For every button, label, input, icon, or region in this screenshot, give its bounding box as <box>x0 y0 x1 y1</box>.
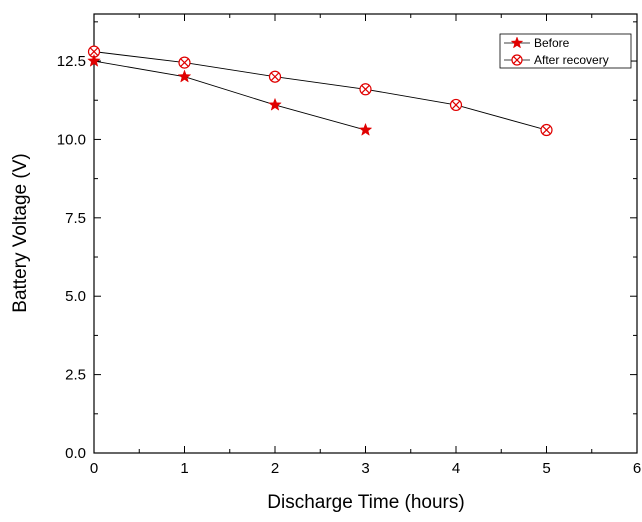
data-point-before <box>358 122 373 136</box>
axis-ticks: 0 1 2 3 4 5 6 0.0 2.5 5.0 7.5 10.0 12.5 <box>57 14 641 477</box>
y-tick-label: 7.5 <box>65 210 86 227</box>
y-tick-label: 0.0 <box>65 445 86 462</box>
legend-marker-before <box>510 36 524 49</box>
data-point-after-recovery <box>268 70 282 83</box>
x-tick-label: 0 <box>90 460 98 477</box>
series-lines <box>93 51 547 131</box>
data-point-after-recovery <box>359 83 372 96</box>
legend-circle-x-marker <box>511 54 523 66</box>
x-tick-label: 2 <box>271 460 279 477</box>
y-tick-label: 10.0 <box>57 131 86 148</box>
series-line-0 <box>93 60 366 131</box>
legend-label-before: Before <box>534 36 570 50</box>
data-point-after-recovery <box>178 56 191 69</box>
data-point-before <box>177 69 192 83</box>
legend: Before After recovery <box>499 33 632 69</box>
plot-frame <box>93 13 638 454</box>
x-axis-title: Discharge Time (hours) <box>267 492 464 513</box>
data-point-after-recovery <box>87 45 101 58</box>
series-line-1 <box>93 51 547 131</box>
x-tick-label: 3 <box>361 460 369 477</box>
data-point-after-recovery <box>540 123 553 137</box>
x-tick-label: 1 <box>180 460 188 477</box>
y-tick-label: 12.5 <box>57 53 86 70</box>
y-tick-label: 5.0 <box>65 288 86 305</box>
data-point-after-recovery <box>449 98 463 112</box>
legend-label-after-recovery: After recovery <box>534 53 609 67</box>
series-markers <box>87 45 553 137</box>
legend-marker-after-recovery <box>511 54 523 66</box>
data-point-before <box>268 97 282 111</box>
x-tick-label: 5 <box>542 460 550 477</box>
legend-star-marker <box>510 36 524 49</box>
data-point-before <box>87 53 101 67</box>
x-tick-label: 6 <box>633 460 641 477</box>
x-tick-label: 4 <box>452 460 460 477</box>
y-tick-label: 2.5 <box>65 367 86 384</box>
y-axis-title: Battery Voltage (V) <box>10 153 31 312</box>
